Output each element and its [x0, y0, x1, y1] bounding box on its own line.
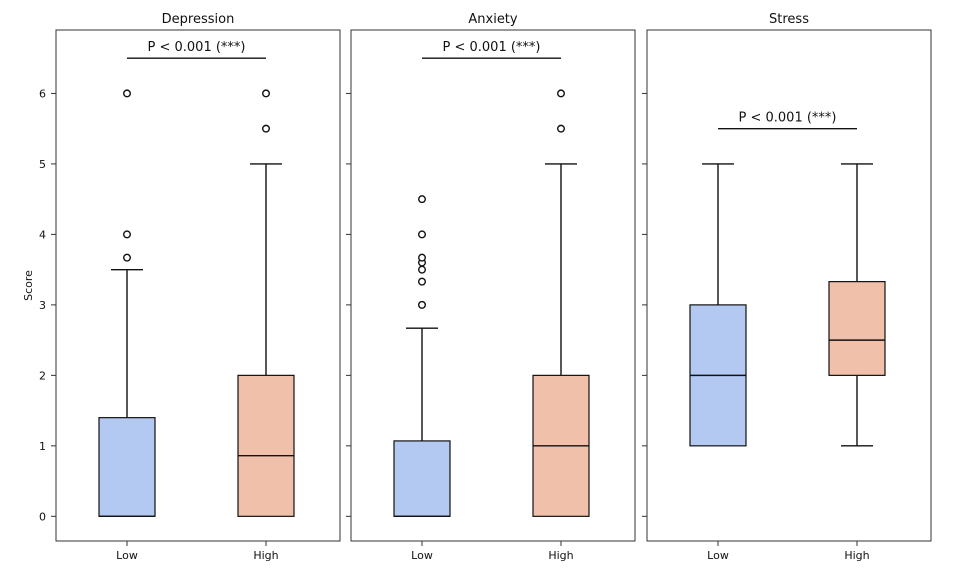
significance-label-anxiety: P < 0.001 (***): [443, 40, 541, 55]
significance-label-stress: P < 0.001 (***): [739, 111, 837, 126]
box-depression-high: [237, 374, 295, 517]
x-tick-label-stress-high: High: [844, 549, 869, 562]
box-anxiety-low: [393, 440, 451, 517]
panel-title-stress: Stress: [769, 12, 809, 27]
significance-label-depression: P < 0.001 (***): [148, 40, 246, 55]
outlier-depression-low-0: [122, 253, 131, 262]
outlier-anxiety-low-0: [418, 300, 427, 309]
y-tick-label-1: 1: [39, 440, 46, 453]
x-tick-label-depression-high: High: [253, 549, 278, 562]
y-tick-label-0: 0: [39, 510, 46, 523]
y-tick-label-3: 3: [39, 299, 46, 312]
panel-title-anxiety: Anxiety: [468, 12, 518, 27]
y-axis-label: Score: [22, 270, 35, 301]
outlier-depression-low-2: [122, 89, 131, 98]
x-tick-label-depression-low: Low: [116, 549, 138, 562]
outlier-anxiety-low-2: [418, 265, 427, 274]
outlier-anxiety-low-1: [418, 277, 427, 286]
x-tick-label-anxiety-high: High: [548, 549, 573, 562]
panel-frame-stress: [646, 29, 932, 542]
outlier-depression-low-1: [122, 230, 131, 239]
outlier-anxiety-low-4: [418, 253, 427, 262]
y-tick-label-6: 6: [39, 87, 46, 100]
outlier-anxiety-high-0: [557, 124, 566, 133]
outlier-anxiety-low-5: [418, 230, 427, 239]
y-tick-label-2: 2: [39, 369, 46, 382]
x-tick-label-stress-low: Low: [707, 549, 729, 562]
panel-frame-anxiety: [350, 29, 636, 542]
outlier-depression-high-0: [262, 124, 271, 133]
y-tick-label-5: 5: [39, 158, 46, 171]
x-tick-label-anxiety-low: Low: [411, 549, 433, 562]
y-tick-label-4: 4: [39, 228, 46, 241]
box-stress-high: [828, 281, 886, 376]
outlier-anxiety-low-6: [418, 195, 427, 204]
panel-frame-depression: [55, 29, 341, 542]
box-depression-low: [98, 417, 156, 517]
panel-title-depression: Depression: [162, 12, 235, 27]
outlier-depression-high-1: [262, 89, 271, 98]
outlier-anxiety-high-1: [557, 89, 566, 98]
